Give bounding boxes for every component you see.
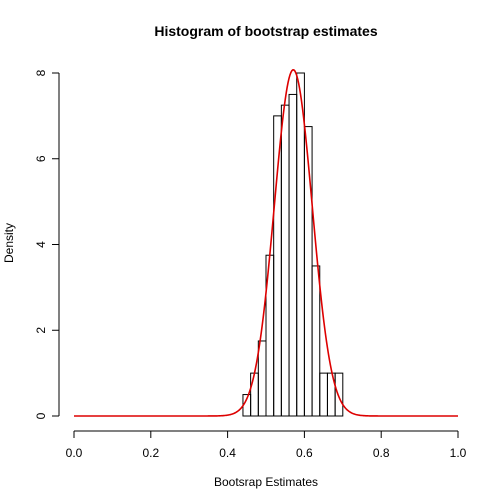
x-axis-label: Bootsrap Estimates [214, 475, 318, 489]
x-tick-label: 0.0 [66, 446, 83, 460]
x-axis: 0.0 0.2 0.4 0.6 0.8 1.0 [66, 430, 467, 460]
y-axis: 0 2 4 6 8 [34, 69, 60, 419]
x-tick-label: 0.6 [296, 446, 313, 460]
x-tick-label: 1.0 [450, 446, 467, 460]
y-tick-label: 8 [34, 69, 48, 76]
y-tick-label: 4 [34, 241, 48, 248]
histogram-bar [273, 115, 282, 417]
x-tick-label: 0.8 [373, 446, 390, 460]
y-tick-label: 6 [34, 155, 48, 162]
x-tick-label: 0.4 [219, 446, 236, 460]
y-tick-label: 0 [34, 412, 48, 419]
histogram-bar [334, 372, 344, 417]
chart-title: Histogram of bootstrap estimates [154, 23, 377, 39]
histogram-bar [288, 93, 298, 417]
y-tick-label: 2 [34, 327, 48, 334]
histogram-bar [311, 265, 321, 417]
histogram-bar [250, 372, 259, 417]
histogram-bar [296, 72, 305, 417]
histogram-bar [257, 340, 267, 417]
x-tick-label: 0.2 [142, 446, 159, 460]
histogram-bars [242, 72, 344, 417]
density-curve [74, 68, 458, 417]
histogram-bar [319, 372, 328, 417]
histogram-bar [280, 104, 290, 417]
y-axis-label: Density [2, 223, 16, 263]
